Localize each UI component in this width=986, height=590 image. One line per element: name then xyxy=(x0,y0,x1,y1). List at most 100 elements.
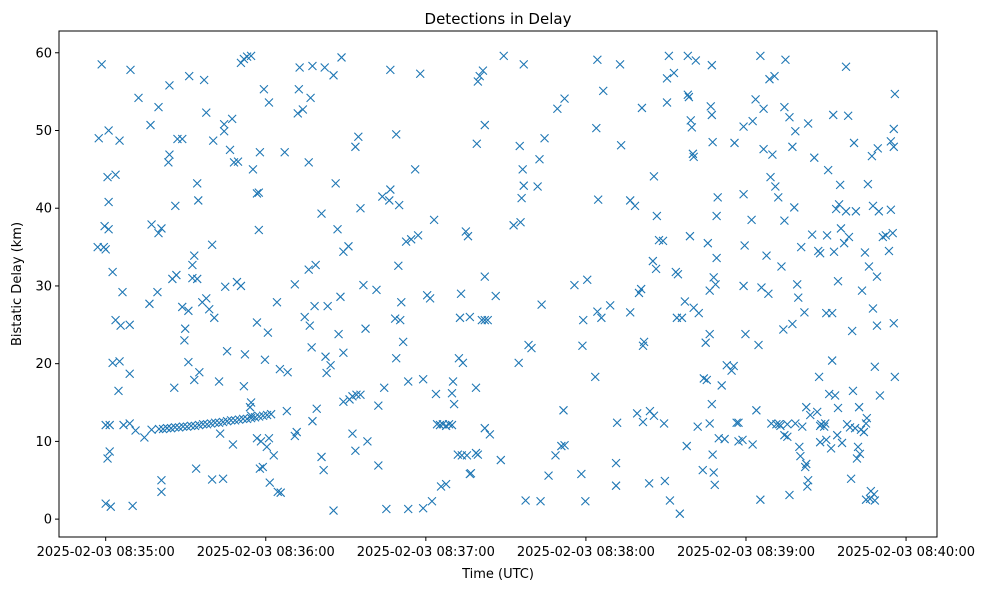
data-point xyxy=(93,242,103,252)
data-point xyxy=(755,495,765,505)
data-point xyxy=(766,172,775,182)
data-point xyxy=(739,281,748,291)
data-point xyxy=(163,157,173,167)
data-point xyxy=(108,358,118,368)
data-point xyxy=(717,381,727,390)
data-point xyxy=(708,137,718,147)
data-point xyxy=(410,164,420,174)
data-point xyxy=(870,496,880,505)
data-point xyxy=(106,502,116,512)
data-point xyxy=(180,324,190,334)
data-point xyxy=(154,102,163,112)
data-point xyxy=(258,462,268,472)
data-point xyxy=(246,398,256,407)
data-point xyxy=(319,465,329,475)
data-point xyxy=(184,71,194,81)
data-point xyxy=(707,60,717,70)
data-point xyxy=(134,93,143,103)
data-point xyxy=(862,413,872,423)
data-point xyxy=(682,441,692,451)
data-point xyxy=(208,136,218,145)
data-point xyxy=(785,490,794,500)
data-point xyxy=(264,98,274,107)
data-point xyxy=(878,232,888,242)
data-point xyxy=(480,120,490,130)
data-point xyxy=(461,227,471,236)
data-point xyxy=(391,129,401,139)
data-point xyxy=(344,241,353,251)
data-point xyxy=(280,147,290,157)
data-point xyxy=(833,276,843,286)
data-point xyxy=(254,188,264,198)
data-point xyxy=(480,423,490,433)
data-point xyxy=(881,231,891,240)
track-point xyxy=(186,421,196,431)
data-point xyxy=(841,206,851,216)
data-point xyxy=(830,391,840,400)
data-point xyxy=(312,404,322,414)
data-point xyxy=(418,374,428,384)
data-point xyxy=(339,397,348,407)
data-point xyxy=(519,181,529,191)
data-point xyxy=(377,192,387,201)
data-point xyxy=(611,481,621,491)
data-point xyxy=(105,420,115,430)
data-point xyxy=(499,51,509,61)
data-point xyxy=(591,123,601,133)
data-point xyxy=(225,145,235,155)
data-point xyxy=(219,126,229,136)
data-point xyxy=(115,136,124,145)
data-point xyxy=(353,132,363,142)
data-point xyxy=(517,193,526,203)
data-point xyxy=(673,269,683,279)
data-point xyxy=(125,419,135,428)
data-point xyxy=(814,372,824,382)
data-point xyxy=(888,228,898,238)
data-point xyxy=(709,273,719,282)
track-point xyxy=(178,422,188,432)
data-point xyxy=(192,274,202,284)
data-point xyxy=(527,343,536,353)
data-point xyxy=(776,421,785,431)
data-point xyxy=(703,238,713,248)
track-point xyxy=(226,416,236,425)
data-point xyxy=(475,71,485,81)
y-tick-label: 10 xyxy=(35,435,52,450)
data-point xyxy=(824,389,834,399)
data-point xyxy=(236,281,246,291)
data-point xyxy=(252,433,262,443)
data-point xyxy=(819,422,829,432)
data-point xyxy=(649,171,659,181)
data-point xyxy=(478,66,488,76)
data-point xyxy=(372,285,381,295)
data-point xyxy=(533,182,543,191)
data-point xyxy=(447,420,457,430)
data-point xyxy=(337,53,346,62)
data-point xyxy=(870,362,880,372)
data-point xyxy=(199,75,209,85)
data-point xyxy=(473,77,483,86)
data-point xyxy=(729,361,739,371)
data-point xyxy=(630,201,640,211)
data-point xyxy=(104,126,114,135)
data-point xyxy=(844,232,854,242)
data-point xyxy=(455,313,465,323)
data-point xyxy=(239,54,249,64)
data-point xyxy=(669,68,679,78)
data-point xyxy=(427,496,437,506)
data-point xyxy=(625,307,635,317)
data-point xyxy=(425,293,435,303)
data-point xyxy=(320,63,330,72)
data-point xyxy=(391,353,401,363)
data-point xyxy=(648,256,658,266)
data-point xyxy=(115,356,124,366)
data-point xyxy=(431,389,441,399)
data-point xyxy=(874,206,884,216)
data-point xyxy=(472,139,482,149)
data-point xyxy=(456,289,466,299)
data-point xyxy=(105,447,115,456)
x-tick-label: 2025-02-03 08:37:00 xyxy=(357,545,495,560)
data-point xyxy=(300,312,310,322)
data-point xyxy=(773,192,783,202)
data-point xyxy=(796,242,806,252)
